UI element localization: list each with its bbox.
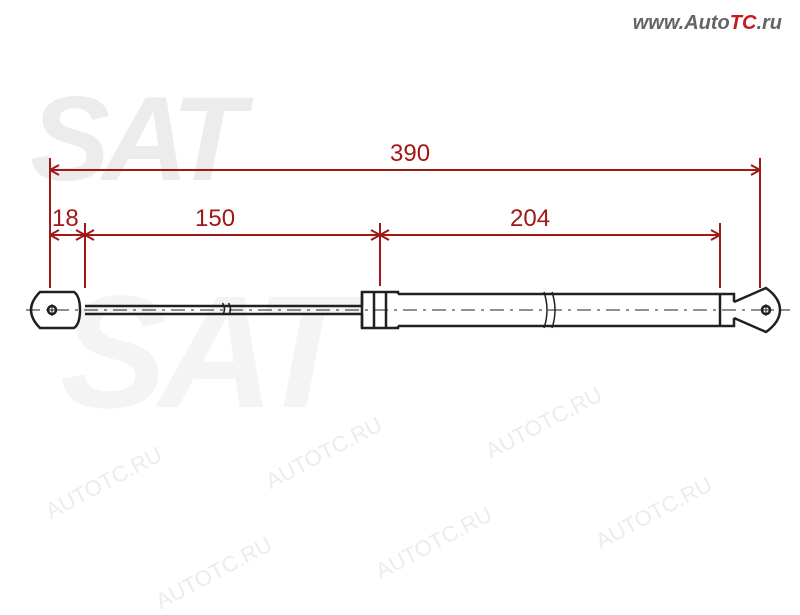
- dim-body: 204: [510, 205, 550, 233]
- dim-total: 390: [390, 140, 430, 168]
- url-mid: Auto: [684, 12, 730, 34]
- url-accent: TC: [730, 12, 757, 34]
- site-url: www.AutoTC.ru: [633, 12, 782, 35]
- url-suffix: .ru: [756, 12, 782, 34]
- dim-end: 18: [52, 205, 79, 233]
- dim-rod: 150: [195, 205, 235, 233]
- gas-strut-diagram: [0, 0, 800, 600]
- url-prefix: www.: [633, 12, 684, 34]
